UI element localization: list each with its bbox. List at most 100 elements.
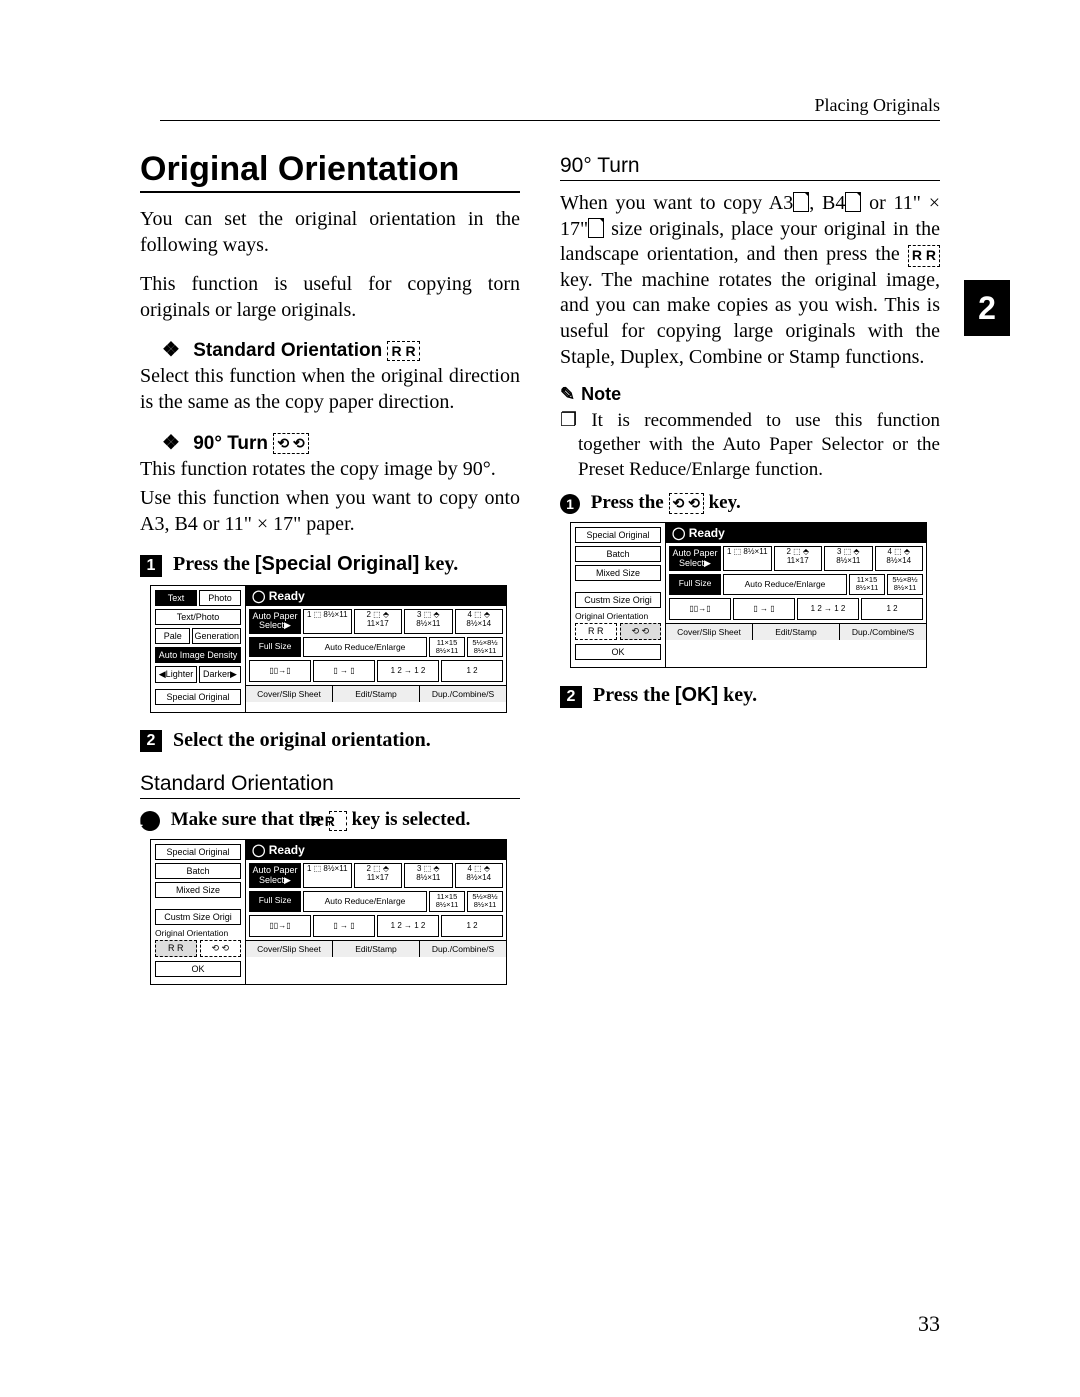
right-step-2-num-icon: 2 <box>560 686 582 708</box>
right-substep-1-icon: ⟲ ⟲ <box>669 493 704 514</box>
step-1-post: key. <box>419 553 458 575</box>
panel-b-ratio-2: 5½×8½ 8½×11 <box>467 891 503 912</box>
panel-a-darker: Darker▶ <box>199 666 241 683</box>
step-2-text: Select the original orientation. <box>173 729 431 751</box>
step-1-key: [Special Original] <box>255 553 419 575</box>
substep-1-icon: R R <box>329 811 347 831</box>
right-substep-1-circ-icon: 1 <box>560 494 580 514</box>
panel-b-dup-2: ▯ → ▯ <box>313 915 375 937</box>
panel-b-tab-3: Dup./Combine/S <box>420 941 506 957</box>
panel-b-full-size: Full Size <box>249 891 301 912</box>
panel-b-tab-2: Edit/Stamp <box>333 941 420 957</box>
panel-c-full-size: Full Size <box>669 574 721 595</box>
screenshot-panel-a: TextPhoto Text/Photo PaleGeneration Auto… <box>150 585 507 713</box>
panel-a-auto-reduce: Auto Reduce/Enlarge <box>303 637 427 658</box>
panel-c-dup-3: 1 2 → 1 2 <box>797 598 859 620</box>
panel-a-dup-3: 1 2 → 1 2 <box>377 660 439 682</box>
panel-c-special-original: Special Original <box>575 527 661 543</box>
turn-body-1: This function rotates the copy image by … <box>140 457 520 483</box>
panel-c-tab-3: Dup./Combine/S <box>840 624 926 640</box>
screenshot-panel-c: Special Original Batch Mixed Size Custm … <box>570 522 927 668</box>
substep-1-post: key is selected. <box>347 809 470 830</box>
right-para-1e: key. The machine rotates the original im… <box>560 269 940 368</box>
panel-c-ready: Ready <box>666 523 926 543</box>
panel-c-mixed-size: Mixed Size <box>575 565 661 581</box>
panel-a-slot-4: 4 ⬚ ⬘ 8½×14 <box>455 609 504 634</box>
step-2-num-icon: 2 <box>140 730 162 752</box>
panel-c-tab-2: Edit/Stamp <box>753 624 840 640</box>
right-step-2-pre: Press the <box>593 684 675 706</box>
panel-a-slot-3: 3 ⬚ ⬘ 8½×11 <box>404 609 453 634</box>
panel-b-orient-std: R R <box>155 940 197 957</box>
panel-c-slot-1: 1 ⬚ 8½×11 <box>723 546 772 571</box>
panel-c-ok: OK <box>575 644 661 660</box>
panel-b-special-original: Special Original <box>155 844 241 860</box>
left-column: Original Orientation You can set the ori… <box>140 150 520 999</box>
panel-c-dup-2: ▯ → ▯ <box>733 598 795 620</box>
substep-1-circ-icon: 1 <box>140 811 160 831</box>
right-substep-1-post: key. <box>704 492 741 513</box>
panel-b-batch: Batch <box>155 863 241 879</box>
std-orientation-subsection: Standard Orientation <box>140 772 520 799</box>
std-body: Select this function when the original d… <box>140 364 520 415</box>
panel-b-slot-3: 3 ⬚ ⬘ 8½×11 <box>404 863 453 888</box>
panel-b-slot-2: 2 ⬚ ⬘ 11×17 <box>354 863 403 888</box>
right-step-2: 2 Press the [OK] key. <box>560 684 940 707</box>
panel-c-custom-size: Custm Size Origi <box>575 592 661 608</box>
panel-c-slot-4: 4 ⬚ ⬘ 8½×14 <box>875 546 924 571</box>
panel-a-lighter: ◀Lighter <box>155 666 197 683</box>
panel-c-slot-3: 3 ⬚ ⬘ 8½×11 <box>824 546 873 571</box>
panel-c-auto-reduce: Auto Reduce/Enlarge <box>723 574 847 595</box>
page-number: 33 <box>918 1311 940 1337</box>
right-para-key-icon: R R <box>908 245 940 267</box>
panel-b-ok: OK <box>155 961 241 977</box>
right-step-2-post: key. <box>718 684 757 706</box>
chapter-tab: 2 <box>964 280 1010 336</box>
panel-c-dup-4: 1 2 <box>861 598 923 620</box>
step-2: 2 Select the original orientation. <box>140 729 520 752</box>
step-1-num-icon: 1 <box>140 555 162 577</box>
right-para-1b: , B4 <box>809 192 845 214</box>
substep-1-left: 1 Make sure that the R R key is selected… <box>162 809 520 831</box>
panel-a-dup-4: 1 2 <box>441 660 503 682</box>
panel-c-ratio-1: 11×15 8½×11 <box>849 574 885 595</box>
panel-b-mixed-size: Mixed Size <box>155 882 241 898</box>
note-heading: Note <box>560 384 940 405</box>
panel-a-slot-2: 2 ⬚ ⬘ 11×17 <box>354 609 403 634</box>
panel-c-orientation-label: Original Orientation <box>575 611 661 621</box>
intro-1: You can set the original orientation in … <box>140 207 520 258</box>
std-orientation-icon: R R <box>387 341 419 361</box>
turn-body-2: Use this function when you want to copy … <box>140 486 520 537</box>
panel-b-auto-paper: Auto Paper Select▶ <box>249 863 301 888</box>
step-1: 1 Press the [Special Original] key. <box>140 553 520 576</box>
panel-a-auto-density: Auto Image Density <box>155 647 241 663</box>
substep-1-pre: Make sure that the <box>171 809 329 830</box>
step-1-pre: Press the <box>173 553 255 575</box>
panel-c-batch: Batch <box>575 546 661 562</box>
panel-b-dup-4: 1 2 <box>441 915 503 937</box>
right-para-1d: size originals, place your original in t… <box>560 218 940 266</box>
right-para-1a: When you want to copy A3 <box>560 192 793 214</box>
panel-a-tab-2: Edit/Stamp <box>333 686 420 702</box>
right-para-1: When you want to copy A3, B4 or 11" × 17… <box>560 191 940 370</box>
right-step-2-key: [OK] <box>675 684 718 706</box>
header-rule <box>160 120 940 121</box>
std-orientation-heading: Standard Orientation R R <box>162 337 520 362</box>
panel-b-dup-1: ▯▯→▯ <box>249 915 311 937</box>
panel-a-pale: Pale <box>155 628 190 644</box>
panel-b-ready: Ready <box>246 840 506 860</box>
panel-a-photo-btn: Photo <box>199 590 241 606</box>
panel-b-ratio-1: 11×15 8½×11 <box>429 891 465 912</box>
landscape-icon <box>793 192 809 212</box>
right-column: 90° Turn When you want to copy A3, B4 or… <box>560 150 940 999</box>
panel-b-tab-1: Cover/Slip Sheet <box>246 941 333 957</box>
panel-a-ratio-1: 11×15 8½×11 <box>429 637 465 658</box>
panel-a-dup-2: ▯ → ▯ <box>313 660 375 682</box>
panel-b-custom-size: Custm Size Origi <box>155 909 241 925</box>
panel-a-tab-3: Dup./Combine/S <box>420 686 506 702</box>
panel-c-tab-1: Cover/Slip Sheet <box>666 624 753 640</box>
panel-a-auto-paper: Auto Paper Select▶ <box>249 609 301 634</box>
panel-c-ratio-2: 5½×8½ 8½×11 <box>887 574 923 595</box>
panel-a-generation: Generation <box>192 628 241 644</box>
landscape-icon <box>588 218 604 238</box>
